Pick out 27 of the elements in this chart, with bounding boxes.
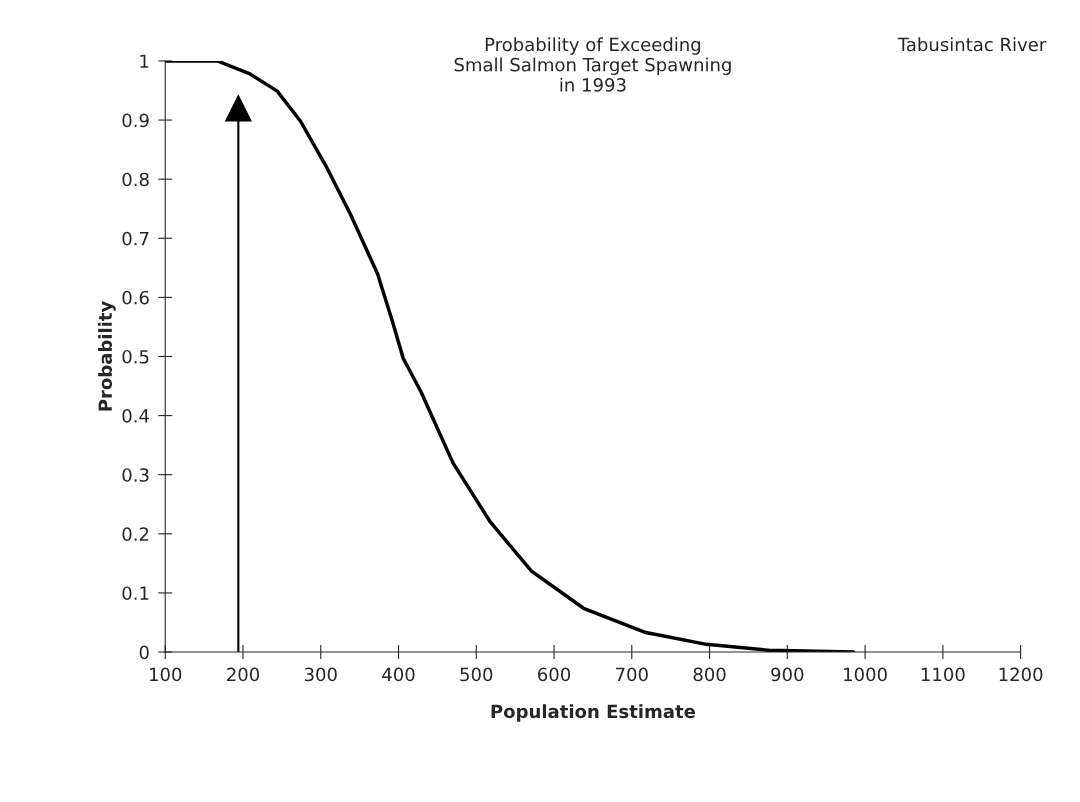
y-tick-label: 0.2 xyxy=(122,527,149,541)
y-tick-label: 0.4 xyxy=(122,409,149,423)
chart-title: Probability of Exceeding Small Salmon Target Spawning in 1993 xyxy=(454,37,731,92)
x-tick-label: 300 xyxy=(304,667,337,682)
x-tick-label: 100 xyxy=(149,667,182,682)
x-tick-label: 600 xyxy=(538,667,571,682)
y-tick-label: 0.5 xyxy=(122,349,149,364)
y-tick-label: 0 xyxy=(139,645,149,660)
text: Tabusintac River xyxy=(897,37,1047,52)
x-tick-label: 200 xyxy=(227,667,260,682)
y-tick-label: 0.9 xyxy=(122,113,149,128)
x-tick-label: 700 xyxy=(616,667,648,682)
x-tick-label: 400 xyxy=(382,667,415,682)
y-tick-label: 0.8 xyxy=(122,172,149,187)
y-tick-label: 1 xyxy=(140,54,149,68)
x-tick-label: 1000 xyxy=(844,667,887,682)
y-tick-label: 0.6 xyxy=(122,290,149,305)
x-tick-label: 1100 xyxy=(921,667,965,682)
x-tick-label: 800 xyxy=(693,667,726,682)
x-tick-label: 1200 xyxy=(999,667,1043,682)
x-tick-label: 900 xyxy=(771,667,804,682)
x-tick-label: 500 xyxy=(460,667,493,682)
y-tick-label: 0.1 xyxy=(122,586,149,601)
y-tick-label: 0.3 xyxy=(122,468,149,482)
y-axis-title: Probability xyxy=(98,301,116,411)
x-axis-title: Population Estimate xyxy=(491,704,696,722)
y-tick-label: 0.7 xyxy=(122,231,149,246)
